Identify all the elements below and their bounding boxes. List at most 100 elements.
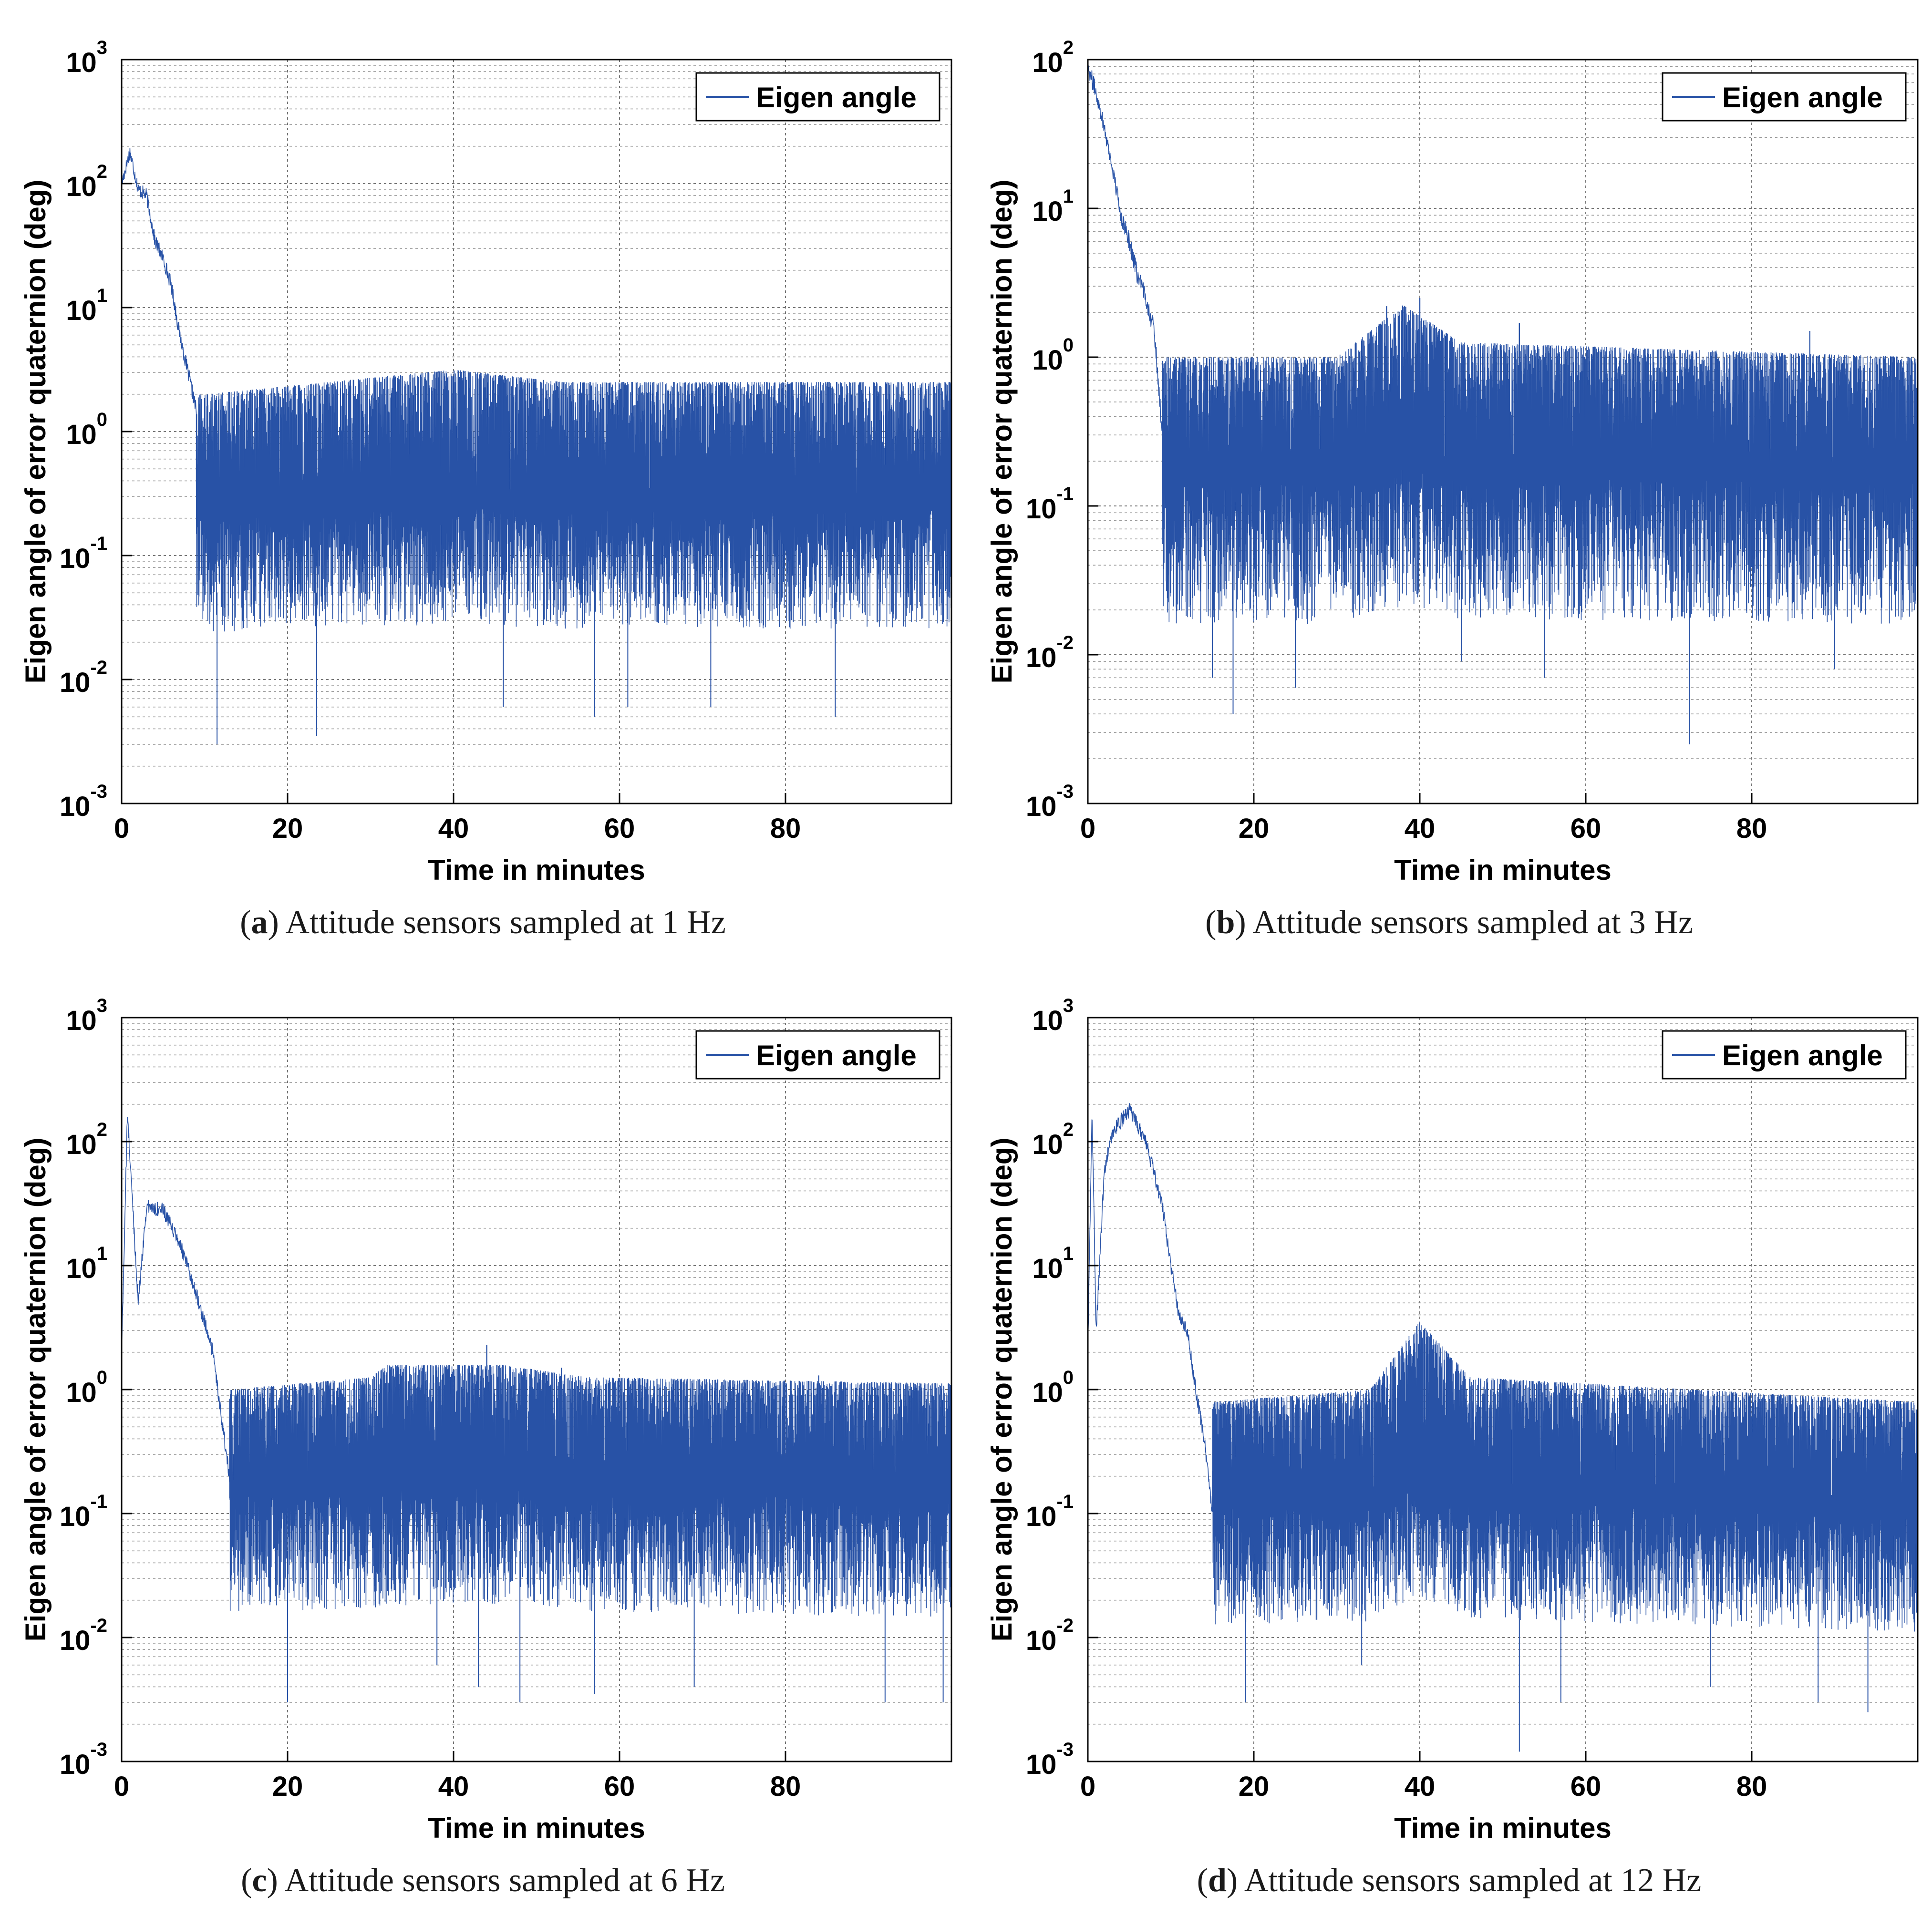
y-tick-label-d: 101 [1032, 1243, 1074, 1284]
y-tick-exponent-d: 2 [1063, 1119, 1074, 1140]
y-tick-exponent-a: -1 [90, 533, 107, 554]
y-tick-label-d: 100 [1032, 1367, 1074, 1408]
caption-a: (a) Attitude sensors sampled at 1 Hz [240, 904, 726, 941]
y-tick-label-c: 100 [66, 1367, 107, 1408]
series-line-eigen-angle-c [121, 1117, 952, 1617]
x-tick-label-a: 20 [272, 813, 303, 844]
legend-label-d: Eigen angle [1722, 1040, 1883, 1071]
y-tick-exponent-d: -3 [1056, 1739, 1074, 1760]
x-tick-label-c: 40 [438, 1771, 469, 1802]
y-tick-exponent-c: 2 [97, 1119, 107, 1140]
y-tick-label-d: 10-3 [1026, 1739, 1074, 1780]
series-line-eigen-angle-b [1087, 65, 1918, 624]
x-tick-label-d: 20 [1239, 1771, 1270, 1802]
y-tick-exponent-c: 3 [97, 995, 107, 1016]
legend-label-a: Eigen angle [756, 82, 917, 113]
grid-b [1088, 60, 1918, 803]
x-tick-label-d: 60 [1570, 1771, 1601, 1802]
y-tick-label-c: 102 [66, 1119, 107, 1160]
legend-label-b: Eigen angle [1722, 82, 1883, 113]
spikes-c [378, 1344, 819, 1427]
y-tick-label-a: 10-1 [60, 533, 107, 574]
legend-label-c: Eigen angle [756, 1040, 917, 1071]
caption-text-a: Attitude sensors sampled at 1 Hz [285, 904, 726, 941]
x-tick-label-c: 20 [272, 1771, 303, 1802]
dips-b [1212, 550, 1835, 744]
y-tick-exponent-d: -2 [1056, 1615, 1074, 1636]
caption-text-d: Attitude sensors sampled at 12 Hz [1244, 1862, 1702, 1899]
y-tick-exponent-d: 1 [1063, 1243, 1074, 1264]
caption-c: (c) Attitude sensors sampled at 6 Hz [241, 1862, 725, 1899]
x-axis-title-a: Time in minutes [428, 854, 645, 886]
y-tick-exponent-a: 1 [97, 285, 107, 306]
caption-d: (d) Attitude sensors sampled at 12 Hz [1197, 1862, 1702, 1899]
y-tick-label-a: 101 [66, 285, 107, 326]
y-tick-label-d: 103 [1032, 995, 1074, 1036]
y-tick-exponent-c: -1 [90, 1491, 107, 1512]
caption-b: (b) Attitude sensors sampled at 3 Hz [1205, 904, 1693, 941]
x-axis-title-b: Time in minutes [1394, 854, 1612, 886]
x-tick-label-b: 0 [1080, 813, 1095, 844]
y-tick-exponent-c: -3 [90, 1739, 107, 1760]
x-tick-label-b: 40 [1405, 813, 1436, 844]
y-tick-exponent-b: -2 [1056, 632, 1074, 653]
x-tick-label-a: 0 [114, 813, 129, 844]
panel-c: 0 20 40 60 80 10-3 10-2 10-1 100 101 102 103 Time in… [0, 958, 966, 1916]
dips-d [1245, 1551, 1869, 1752]
y-tick-label-b: 10-2 [1026, 632, 1074, 673]
y-axis-title-d: Eigen angle of error quaternion (deg) [986, 1138, 1018, 1642]
x-tick-label-d: 40 [1405, 1771, 1436, 1802]
spikes-b [1386, 298, 1811, 402]
y-tick-exponent-b: -3 [1056, 781, 1074, 802]
x-tick-label-b: 20 [1239, 813, 1270, 844]
caption-label-d: d [1208, 1862, 1227, 1899]
y-tick-exponent-d: 0 [1063, 1367, 1074, 1388]
panel-a: 0 20 40 60 80 10-3 10-2 10-1 100 101 102 103 Time in… [0, 0, 966, 958]
y-tick-label-c: 10-1 [60, 1491, 107, 1532]
caption-label-b: b [1216, 904, 1235, 941]
spikes-d [1419, 1368, 1902, 1427]
y-tick-label-b: 101 [1032, 186, 1074, 227]
y-tick-label-c: 10-3 [60, 1739, 107, 1780]
y-tick-label-a: 103 [66, 37, 107, 78]
y-tick-exponent-c: 1 [97, 1243, 107, 1264]
dips-c [287, 1551, 944, 1702]
y-tick-label-d: 10-2 [1026, 1615, 1074, 1656]
y-tick-exponent-c: -2 [90, 1615, 107, 1636]
panel-d: 0 20 40 60 80 10-3 10-2 10-1 100 101 102 103 Time in… [966, 958, 1932, 1916]
x-tick-label-c: 60 [604, 1771, 635, 1802]
y-tick-label-b: 10-1 [1026, 484, 1074, 525]
y-tick-exponent-a: -2 [90, 657, 107, 678]
y-tick-label-b: 100 [1032, 335, 1074, 376]
series-line-eigen-angle-a [121, 147, 952, 632]
panel-b: 0 20 40 60 80 10-3 10-2 10-1 100 101 102 Time in mi… [966, 0, 1932, 958]
y-tick-label-d: 102 [1032, 1119, 1074, 1160]
series-line-eigen-angle-d [1087, 1103, 1918, 1632]
x-tick-label-b: 80 [1736, 813, 1767, 844]
x-tick-label-a: 80 [770, 813, 801, 844]
y-tick-label-c: 103 [66, 995, 107, 1036]
y-tick-exponent-a: 3 [97, 37, 107, 58]
caption-text-b: Attitude sensors sampled at 3 Hz [1252, 904, 1693, 941]
y-axis-title-b: Eigen angle of error quaternion (deg) [986, 180, 1018, 684]
legend-b: Eigen angle [1662, 72, 1907, 122]
x-axis-title-c: Time in minutes [428, 1812, 645, 1844]
y-tick-label-a: 10-3 [60, 781, 107, 822]
dips-a [217, 593, 836, 744]
x-tick-label-c: 0 [114, 1771, 129, 1802]
y-tick-exponent-b: 1 [1063, 186, 1074, 207]
legend-a: Eigen angle [695, 72, 940, 122]
y-tick-exponent-b: 0 [1063, 335, 1074, 356]
y-axis-title-a: Eigen angle of error quaternion (deg) [20, 180, 52, 684]
y-tick-exponent-d: -1 [1056, 1491, 1074, 1512]
y-tick-label-a: 10-2 [60, 657, 107, 698]
y-tick-exponent-c: 0 [97, 1367, 107, 1388]
y-axis-title-c: Eigen angle of error quaternion (deg) [20, 1138, 52, 1642]
x-tick-label-a: 40 [438, 813, 469, 844]
y-tick-exponent-a: 2 [97, 161, 107, 182]
legend-d: Eigen angle [1662, 1030, 1907, 1080]
